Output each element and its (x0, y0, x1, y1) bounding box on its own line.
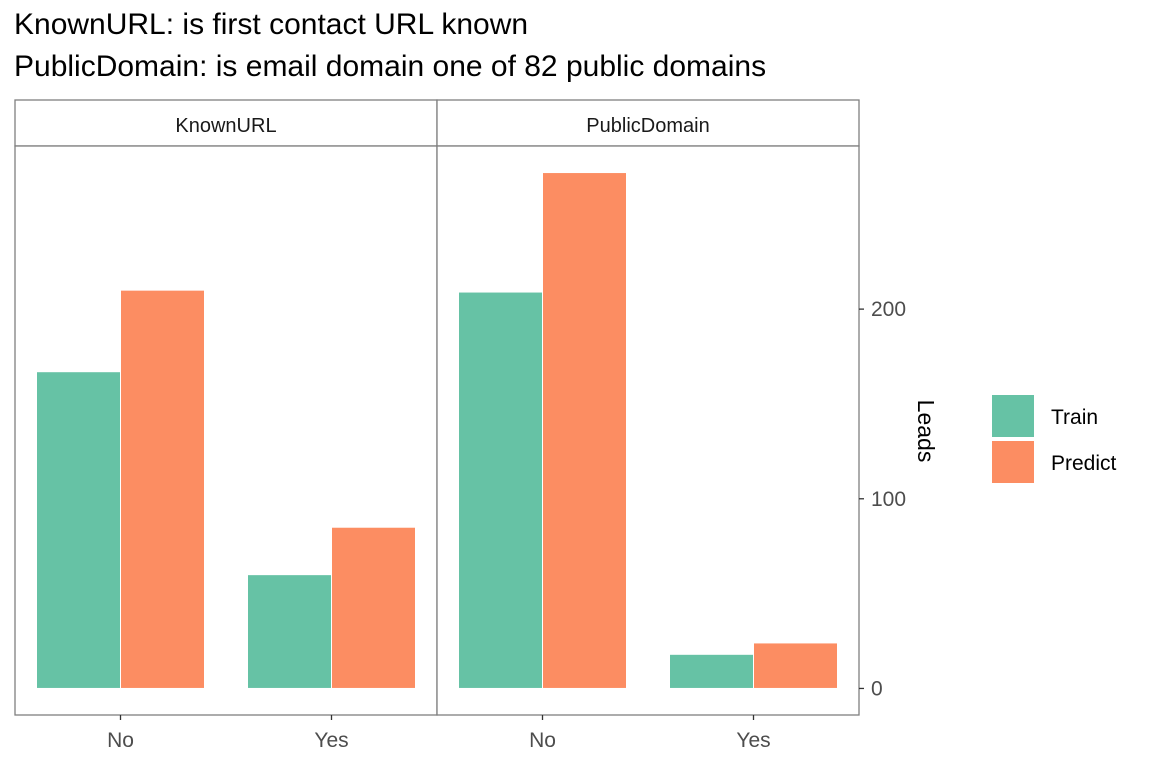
y-tick-label: 0 (871, 677, 883, 700)
bar-train-yes (669, 653, 754, 689)
x-tick-label: Yes (314, 729, 348, 752)
bar-train-yes (247, 574, 332, 689)
bar-train-no (458, 291, 543, 689)
bar-predict-yes (753, 642, 838, 689)
chart-title-line-2: PublicDomain: is email domain one of 82 … (14, 50, 767, 83)
legend-label-predict: Predict (1051, 452, 1117, 475)
x-tick-label: No (107, 729, 134, 752)
facet-strip (436, 99, 860, 147)
facet-KnownURL: KnownURL No Yes (14, 99, 438, 752)
legend-key-predict (992, 441, 1034, 483)
y-axis: 0 100 200 (859, 298, 906, 700)
y-tick-label: 200 (871, 298, 906, 321)
legend-label-train: Train (1051, 406, 1098, 429)
legend: Train Predict (992, 395, 1117, 483)
y-tick-label: 100 (871, 488, 906, 511)
bar-predict-no (542, 172, 627, 689)
facet-PublicDomain: PublicDomain No Yes (436, 99, 860, 752)
y-axis-title: Leads (913, 400, 939, 463)
chart-title-line-1: KnownURL: is first contact URL known (14, 8, 529, 41)
bar-train-no (36, 371, 121, 689)
bar-predict-no (120, 289, 205, 689)
x-tick-label: Yes (736, 729, 770, 752)
facet-panels: KnownURL No Yes PublicDomain No Yes (14, 99, 860, 752)
facet-strip-label: KnownURL (175, 115, 276, 137)
legend-key-train (992, 395, 1034, 437)
x-tick-label: No (529, 729, 556, 752)
facet-strip-label: PublicDomain (586, 115, 709, 137)
bar-predict-yes (331, 526, 416, 689)
